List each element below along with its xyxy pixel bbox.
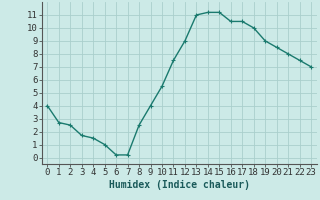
X-axis label: Humidex (Indice chaleur): Humidex (Indice chaleur) [109, 180, 250, 190]
